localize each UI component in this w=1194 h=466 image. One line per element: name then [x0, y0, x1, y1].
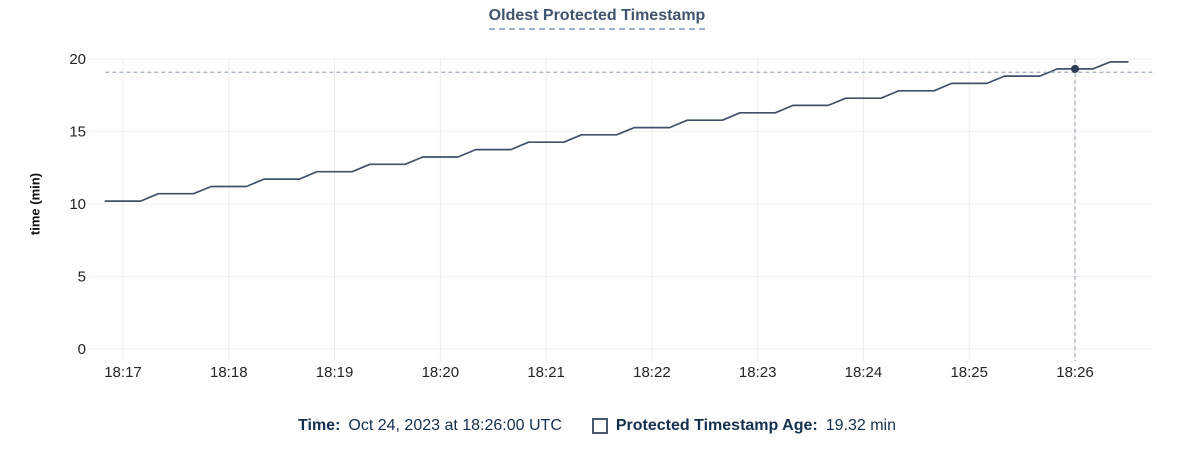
x-tick-label: 18:17 [104, 364, 142, 381]
x-tick-label: 18:26 [1056, 364, 1094, 381]
x-tick-label: 18:19 [316, 364, 354, 381]
legend-series-value: 19.32 min [825, 417, 896, 434]
series-line [104, 61, 1129, 202]
legend-time-item: Time: Oct 24, 2023 at 18:26:00 UTC [298, 417, 562, 435]
chart-title-row: Oldest Protected Timestamp [0, 7, 1194, 30]
hover-point-dot[interactable] [1071, 64, 1080, 73]
x-tick-label: 18:23 [739, 364, 777, 381]
y-tick-label: 15 [69, 124, 86, 141]
legend-series-item: Protected Timestamp Age: 19.32 min [591, 417, 896, 435]
series-checkbox[interactable] [591, 418, 608, 434]
x-tick-label: 18:24 [845, 364, 883, 381]
y-tick-label: 20 [69, 51, 86, 68]
y-tick-label: 0 [78, 341, 86, 358]
hover-legend: Time: Oct 24, 2023 at 18:26:00 UTC Prote… [0, 417, 1194, 435]
chart-title[interactable]: Oldest Protected Timestamp [488, 7, 706, 30]
y-tick-label: 5 [78, 269, 86, 286]
y-axis-label: time (min) [27, 172, 43, 236]
x-tick-label: 18:18 [210, 364, 248, 381]
y-tick-label: 10 [69, 196, 86, 213]
legend-time-label: Time: [298, 417, 341, 434]
x-tick-label: 18:21 [527, 364, 565, 381]
legend-time-value: Oct 24, 2023 at 18:26:00 UTC [348, 417, 562, 434]
legend-series-label: Protected Timestamp Age: [615, 417, 818, 434]
x-tick-label: 18:25 [950, 364, 988, 381]
x-tick-label: 18:20 [422, 364, 460, 381]
x-tick-label: 18:22 [633, 364, 671, 381]
